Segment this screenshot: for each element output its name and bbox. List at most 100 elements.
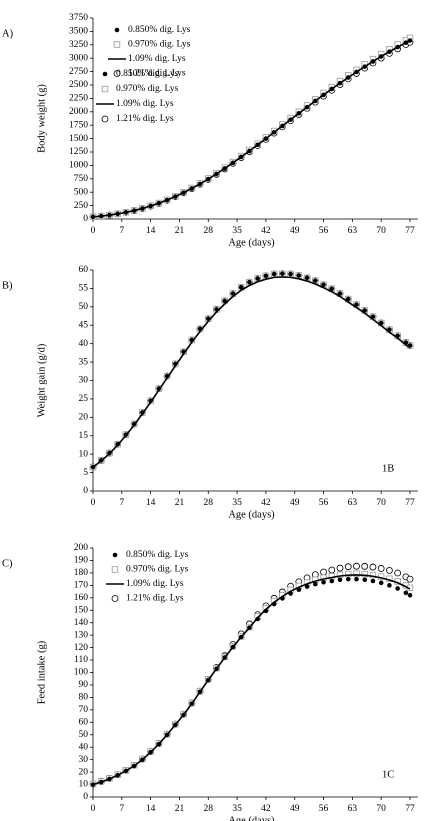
data-point xyxy=(255,616,260,622)
x-tick-label: 35 xyxy=(232,498,242,508)
panel: C)01020304050607080901001101201301401501… xyxy=(2,543,418,821)
data-point xyxy=(164,732,170,738)
data-point xyxy=(189,337,195,343)
data-point xyxy=(247,279,252,285)
y-tick-label: 160 xyxy=(74,593,89,603)
data-point xyxy=(329,286,335,292)
y-tick-label: 170 xyxy=(74,581,89,591)
data-point xyxy=(222,655,228,660)
y-tick-label: 3250 xyxy=(69,40,88,50)
data-point xyxy=(395,586,400,591)
data-point xyxy=(90,464,96,470)
x-tick-label: 14 xyxy=(146,226,156,236)
data-point xyxy=(205,316,211,321)
data-point xyxy=(321,579,326,585)
legend-label: 1.21% dig. Lys xyxy=(116,114,174,124)
y-axis-title: Feed intake (g) xyxy=(36,640,47,704)
data-point xyxy=(140,757,145,762)
x-tick-label: 35 xyxy=(232,226,242,236)
data-point xyxy=(197,181,203,187)
x-tick-label: 56 xyxy=(319,498,329,508)
y-tick-label: 60 xyxy=(79,717,89,727)
data-point xyxy=(288,271,293,277)
y-tick-label: 2000 xyxy=(69,107,88,117)
y-tick-label: 30 xyxy=(79,376,89,386)
data-point xyxy=(313,98,318,104)
data-point xyxy=(354,576,359,582)
data-point xyxy=(337,291,343,296)
data-point xyxy=(263,136,269,141)
data-point xyxy=(123,768,129,774)
data-point xyxy=(181,190,186,195)
data-point xyxy=(345,296,351,302)
panel-label: A) xyxy=(2,28,14,39)
data-point xyxy=(107,212,112,218)
data-point xyxy=(280,123,285,129)
data-point xyxy=(247,148,252,154)
data-point xyxy=(407,593,413,598)
data-point xyxy=(214,307,219,312)
data-point xyxy=(329,86,335,92)
legend-swatch xyxy=(111,566,119,573)
panel-label: B) xyxy=(2,280,13,291)
data-point xyxy=(156,200,162,206)
data-point xyxy=(344,563,352,571)
data-point xyxy=(296,587,302,593)
data-point xyxy=(123,432,129,437)
data-point xyxy=(313,581,318,587)
data-point xyxy=(189,701,195,706)
legend-swatch xyxy=(101,115,109,123)
y-tick-label: 80 xyxy=(79,693,89,703)
x-tick-label: 21 xyxy=(175,498,185,508)
data-point xyxy=(395,44,400,50)
data-point xyxy=(337,577,343,583)
data-point xyxy=(406,575,414,583)
legend-swatch xyxy=(101,85,109,93)
data-point xyxy=(214,171,219,177)
data-point xyxy=(403,40,409,46)
series-line xyxy=(92,39,411,218)
y-tick-label: 10 xyxy=(79,449,89,459)
y-tick-label: 190 xyxy=(74,556,89,566)
legend-swatch xyxy=(113,41,121,48)
y-tick-label: 25 xyxy=(79,394,89,404)
data-point xyxy=(353,562,360,570)
data-point xyxy=(107,776,112,782)
y-tick-label: 200 xyxy=(74,543,89,553)
x-tick-label: 77 xyxy=(405,498,415,508)
data-point xyxy=(362,577,368,583)
y-tick-label: 1750 xyxy=(69,120,88,130)
legend-label: 0.970% dig. Lys xyxy=(128,40,191,50)
x-tick-label: 49 xyxy=(290,226,300,236)
y-axis-title: Weight gain (g/d) xyxy=(36,343,47,417)
x-tick-label: 21 xyxy=(175,226,185,236)
data-point xyxy=(107,450,112,456)
legend-label: 0.970% dig. Lys xyxy=(126,565,189,575)
x-tick-label: 0 xyxy=(91,804,96,814)
data-point xyxy=(378,54,384,59)
x-tick-label: 0 xyxy=(91,226,96,236)
y-tick-label: 60 xyxy=(79,265,89,275)
x-tick-label: 28 xyxy=(204,804,214,814)
y-tick-label: 70 xyxy=(79,705,89,715)
y-tick-label: 50 xyxy=(79,730,89,740)
x-tick-label: 14 xyxy=(146,804,156,814)
legend-swatch xyxy=(102,71,108,77)
legend-label: 0.970% dig. Lys xyxy=(116,84,179,94)
y-tick-label: 40 xyxy=(79,742,89,752)
x-tick-label: 77 xyxy=(405,804,415,814)
data-point xyxy=(361,570,368,578)
x-tick-label: 42 xyxy=(261,226,271,236)
y-tick-label: 30 xyxy=(79,755,89,765)
data-point xyxy=(197,689,203,695)
x-axis-title: Age (days) xyxy=(228,237,275,248)
data-point xyxy=(238,285,244,290)
data-point xyxy=(271,129,277,135)
data-point xyxy=(336,564,344,572)
data-point xyxy=(181,349,186,355)
data-point xyxy=(345,570,352,578)
data-point xyxy=(263,608,269,614)
y-tick-label: 5 xyxy=(83,468,88,478)
data-point xyxy=(90,782,96,787)
data-point xyxy=(98,458,104,463)
